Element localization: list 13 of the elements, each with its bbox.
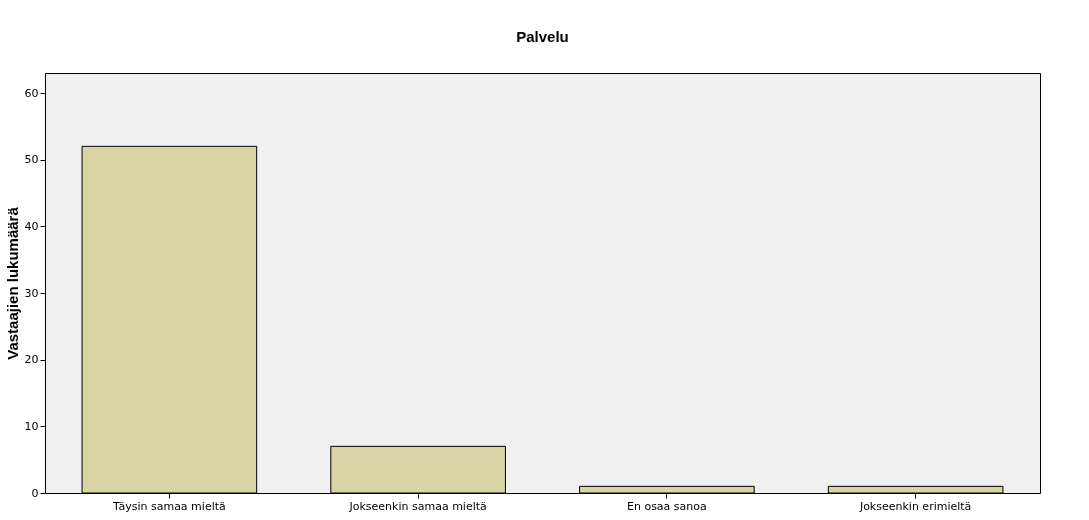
x-tick-label: Jokseenkin erimieltä [858,499,972,513]
y-tick-label: 10 [24,419,39,433]
y-tick-label: 60 [24,86,39,100]
chart-title: Palvelu [516,28,569,45]
y-axis-title: Vastaajien lukumäärä [3,206,21,360]
y-tick-label: 40 [24,219,39,233]
x-tick-label: En osaa sanoa [626,499,707,513]
y-tick-label: 30 [24,286,39,300]
y-tick-label: 0 [31,486,39,500]
x-tick-label: Täysin samaa mieltä [111,499,226,513]
y-tick-label: 50 [24,153,39,167]
y-tick-label: 20 [24,353,39,367]
x-tick-label: Jokseenkin samaa mieltä [348,499,487,513]
